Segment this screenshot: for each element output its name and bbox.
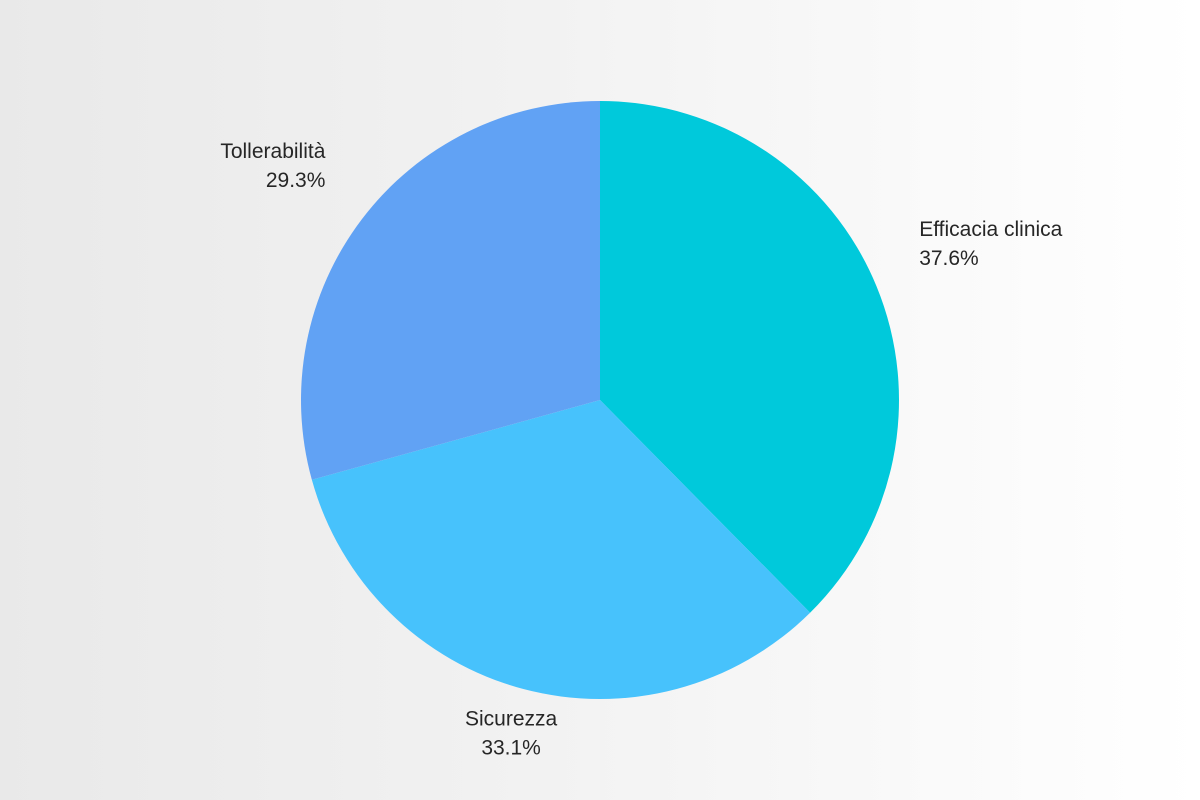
pie-slice-tollerabilita[interactable] <box>301 101 600 480</box>
pie-label-percent: 37.6% <box>919 247 979 270</box>
pie-label-sicurezza: Sicurezza 33.1% <box>465 707 558 759</box>
pie-slices-group <box>301 101 899 699</box>
pie-labels-group: Efficacia clinica 37.6% Sicurezza 33.1% Toll… <box>220 140 1062 759</box>
pie-label-tollerabilita: Tollerabilità 29.3% <box>220 140 325 192</box>
pie-label-name: Sicurezza <box>465 707 558 730</box>
pie-label-percent: 29.3% <box>266 169 326 192</box>
pie-label-efficacia-clinica: Efficacia clinica 37.6% <box>919 218 1062 270</box>
pie-label-percent: 33.1% <box>481 736 541 759</box>
pie-slice-efficacia-clinica[interactable] <box>600 101 899 613</box>
pie-slice-sicurezza[interactable] <box>311 400 811 699</box>
pie-label-name: Efficacia clinica <box>919 218 1062 241</box>
pie-label-name: Tollerabilità <box>220 140 325 163</box>
